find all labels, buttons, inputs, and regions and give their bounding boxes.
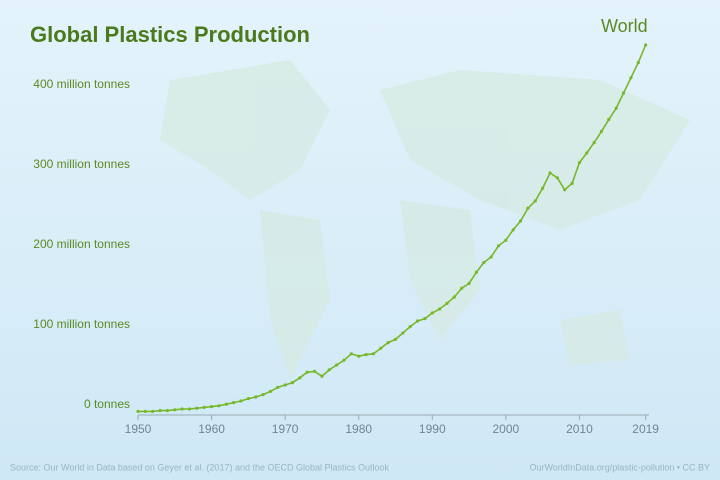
point <box>239 399 243 403</box>
point <box>526 206 530 210</box>
y-tick-label: 0 tonnes <box>84 397 130 411</box>
point <box>371 352 376 356</box>
point <box>268 389 273 393</box>
point <box>644 43 648 47</box>
point <box>541 186 545 190</box>
point <box>327 368 331 372</box>
point <box>217 404 221 408</box>
x-tick-label: 2019 <box>632 422 659 436</box>
point <box>305 370 309 374</box>
point <box>158 409 162 413</box>
point <box>548 171 552 175</box>
point <box>357 354 361 358</box>
x-tick-label: 1950 <box>125 422 152 436</box>
point <box>533 199 537 203</box>
point <box>629 76 633 80</box>
point <box>482 261 486 265</box>
point <box>202 405 206 409</box>
series-label: World <box>601 16 648 36</box>
point <box>614 106 618 110</box>
point <box>173 408 177 412</box>
point <box>276 385 280 389</box>
point <box>636 61 640 65</box>
point <box>232 401 236 405</box>
point <box>511 228 515 232</box>
point <box>401 331 405 335</box>
point <box>577 161 582 165</box>
point <box>452 295 456 299</box>
source-note: Source: Our World in Data based on Geyer… <box>10 462 390 472</box>
chart-title: Global Plastics Production <box>30 22 310 47</box>
x-tick-label: 1990 <box>419 422 446 436</box>
point <box>165 409 170 413</box>
point <box>415 319 420 323</box>
point <box>335 363 339 367</box>
y-tick-label: 200 million tonnes <box>33 237 130 251</box>
point <box>408 325 412 329</box>
point <box>386 341 390 345</box>
point <box>342 358 346 362</box>
point <box>312 369 317 373</box>
series-line <box>138 44 647 413</box>
credit-note: OurWorldInData.org/plastic-pollution • C… <box>529 462 710 472</box>
point <box>246 397 250 401</box>
x-tick-label: 2010 <box>566 422 593 436</box>
x-tick-label: 2000 <box>493 422 520 436</box>
point <box>467 281 471 285</box>
point <box>445 301 449 305</box>
point <box>195 406 199 410</box>
point <box>504 238 508 242</box>
point <box>143 409 147 413</box>
point <box>607 117 611 121</box>
y-tick-label: 100 million tonnes <box>33 317 130 331</box>
point <box>224 402 228 406</box>
point <box>438 307 442 311</box>
point <box>496 244 501 248</box>
point <box>209 405 214 409</box>
point <box>261 393 265 397</box>
point <box>570 181 574 185</box>
point <box>320 374 324 378</box>
y-tick-label: 300 million tonnes <box>33 157 130 171</box>
point <box>379 346 383 350</box>
point <box>151 409 155 413</box>
world-map <box>160 60 690 380</box>
point <box>460 286 464 290</box>
point <box>136 409 140 413</box>
point <box>298 376 302 380</box>
point <box>283 383 287 387</box>
point <box>290 381 295 385</box>
point <box>423 317 427 321</box>
point <box>180 407 184 411</box>
x-tick-label: 1970 <box>272 422 299 436</box>
point <box>621 91 626 95</box>
point <box>489 255 493 259</box>
point <box>364 353 368 357</box>
point <box>254 395 258 399</box>
point <box>563 188 567 192</box>
point <box>585 151 589 155</box>
point <box>518 219 523 223</box>
x-tick-label: 1980 <box>345 422 372 436</box>
point <box>474 270 479 274</box>
x-tick-label: 1960 <box>198 422 225 436</box>
point <box>349 352 353 356</box>
point <box>187 407 192 411</box>
point <box>599 129 604 133</box>
y-tick-label: 400 million tonnes <box>33 77 130 91</box>
point <box>430 311 434 315</box>
point <box>592 141 596 145</box>
point <box>393 337 398 341</box>
point <box>555 176 559 180</box>
